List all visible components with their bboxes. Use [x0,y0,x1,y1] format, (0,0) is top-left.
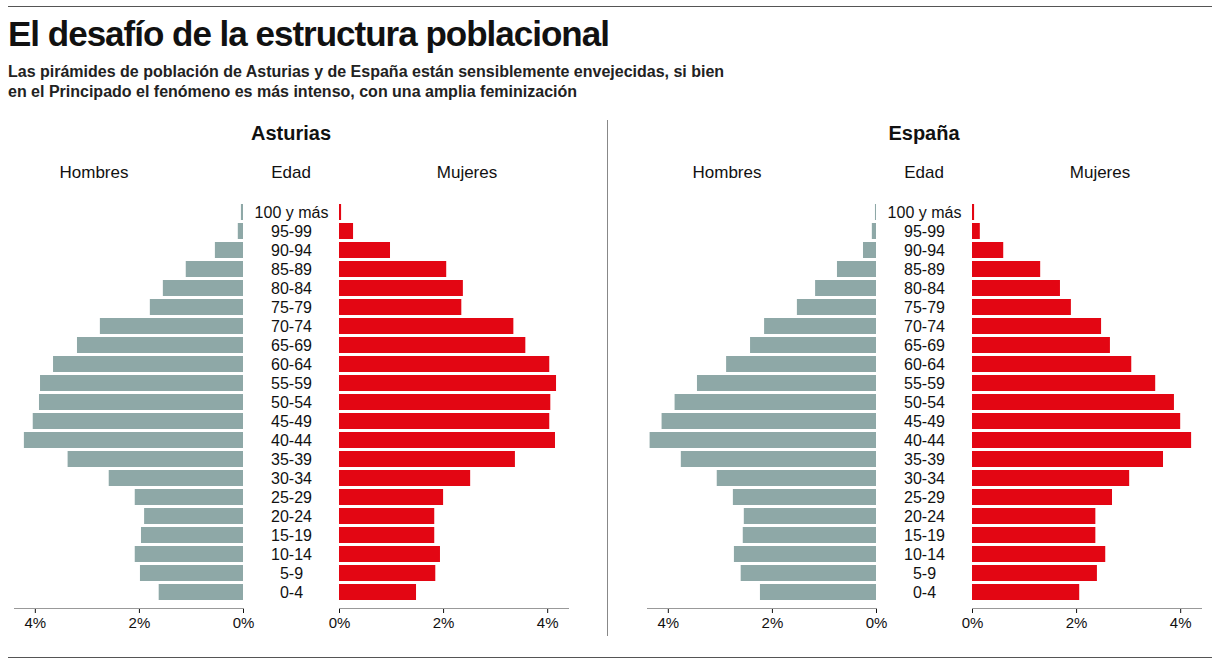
html-text:Asturias: Asturias [251,122,331,144]
html-text:Mujeres: Mujeres [1069,163,1131,182]
svg-text:30-34: 30-34 [904,470,945,487]
svg-text:45-49: 45-49 [271,413,312,430]
svg-text:4%: 4% [657,614,679,631]
svg-text:50-54: 50-54 [904,394,945,411]
svg-text:95-99: 95-99 [271,223,312,240]
svg-text:90-94: 90-94 [271,242,312,259]
html-text:Hombres: Hombres [692,163,762,182]
svg-text:35-39: 35-39 [271,451,312,468]
svg-text:60-64: 60-64 [904,356,945,373]
svg-text:10-14: 10-14 [271,546,312,563]
svg-text:5-9: 5-9 [913,565,936,582]
svg-text:50-54: 50-54 [271,394,312,411]
svg-text:0%: 0% [962,614,984,631]
svg-text:4%: 4% [537,614,559,631]
svg-text:4%: 4% [24,614,46,631]
svg-text:15-19: 15-19 [904,527,945,544]
svg-text:75-79: 75-79 [904,299,945,316]
svg-text:30-34: 30-34 [271,470,312,487]
svg-text:75-79: 75-79 [271,299,312,316]
html-text:Mujeres: Mujeres [436,163,498,182]
html-text:Las pirámides de población de: Las pirámides de población de Asturias y… [8,63,725,100]
svg-text:25-29: 25-29 [904,489,945,506]
svg-text:100 y más: 100 y más [255,204,329,221]
svg-text:95-99: 95-99 [904,223,945,240]
svg-text:55-59: 55-59 [271,375,312,392]
svg-text:2%: 2% [762,614,784,631]
svg-text:40-44: 40-44 [271,432,312,449]
html-text:El desafío de la estructura po: El desafío de la estructura poblacional [8,14,609,53]
svg-text:15-19: 15-19 [271,527,312,544]
html-text:Hombres: Hombres [59,163,129,182]
svg-text:2%: 2% [129,614,151,631]
svg-text:0%: 0% [329,614,351,631]
svg-text:0-4: 0-4 [280,584,303,601]
svg-text:80-84: 80-84 [904,280,945,297]
svg-text:55-59: 55-59 [904,375,945,392]
svg-text:0%: 0% [866,614,888,631]
svg-text:10-14: 10-14 [904,546,945,563]
svg-text:70-74: 70-74 [904,318,945,335]
svg-text:20-24: 20-24 [904,508,945,525]
svg-text:65-69: 65-69 [271,337,312,354]
svg-text:80-84: 80-84 [271,280,312,297]
svg-text:5-9: 5-9 [280,565,303,582]
html-text:España: España [888,122,960,144]
svg-text:65-69: 65-69 [904,337,945,354]
svg-text:85-89: 85-89 [271,261,312,278]
svg-text:90-94: 90-94 [904,242,945,259]
svg-text:35-39: 35-39 [904,451,945,468]
svg-text:40-44: 40-44 [904,432,945,449]
svg-text:100 y más: 100 y más [888,204,962,221]
svg-text:85-89: 85-89 [904,261,945,278]
html-text:Edad: Edad [271,163,311,182]
svg-text:0%: 0% [233,614,255,631]
svg-text:2%: 2% [433,614,455,631]
svg-text:2%: 2% [1066,614,1088,631]
svg-text:45-49: 45-49 [904,413,945,430]
svg-text:25-29: 25-29 [271,489,312,506]
svg-text:4%: 4% [1170,614,1192,631]
svg-text:60-64: 60-64 [271,356,312,373]
svg-text:70-74: 70-74 [271,318,312,335]
html-text:Edad: Edad [904,163,944,182]
svg-text:20-24: 20-24 [271,508,312,525]
svg-text:0-4: 0-4 [913,584,936,601]
